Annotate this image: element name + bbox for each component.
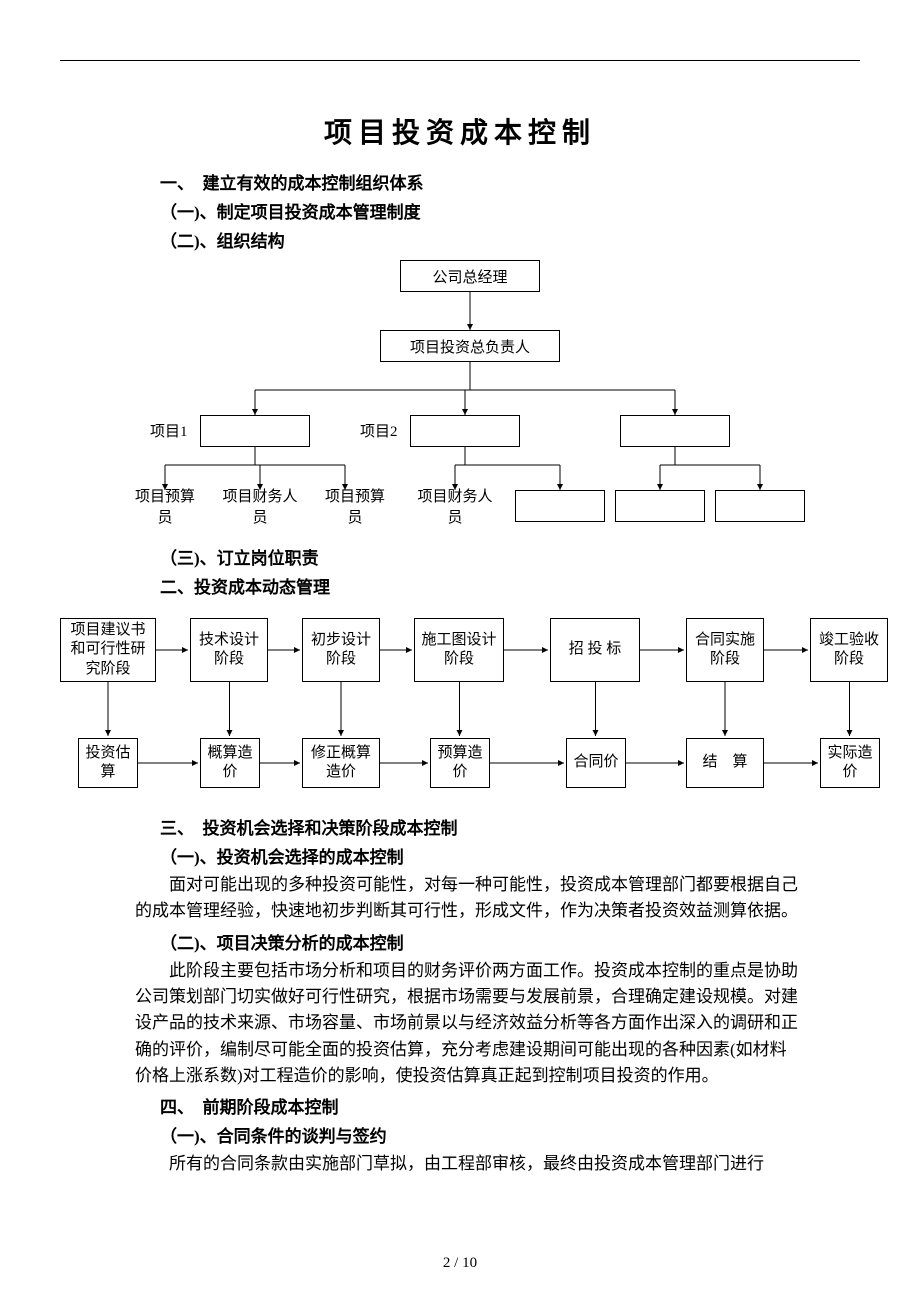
- flow-cost-box: 合同价: [566, 738, 626, 788]
- heading-2: 二、投资成本动态管理: [160, 573, 860, 598]
- org-label: 项目1: [150, 420, 188, 441]
- org-node: 项目预算员: [310, 490, 400, 522]
- heading-3: 三、 投资机会选择和决策阶段成本控制: [160, 814, 860, 839]
- org-node: [615, 490, 705, 522]
- org-node: [620, 415, 730, 447]
- heading-4: 四、 前期阶段成本控制: [160, 1093, 860, 1118]
- heading-1-2: （二)、组织结构: [160, 227, 860, 252]
- page: 项目投资成本控制 一、 建立有效的成本控制组织体系 （一)、制定项目投资成本管理…: [0, 0, 920, 1302]
- flow-phase-box: 项目建议书和可行性研究阶段: [60, 618, 156, 682]
- flow-phase-box: 技术设计阶段: [190, 618, 268, 682]
- org-node: 项目财务人员: [210, 490, 310, 522]
- heading-3-2: （二)、项目决策分析的成本控制: [160, 929, 860, 954]
- flow-cost-box: 修正概算造价: [302, 738, 380, 788]
- org-chart: 公司总经理项目投资总负责人项目预算员项目财务人员项目预算员项目财务人员项目1项目…: [60, 260, 860, 540]
- org-node: [410, 415, 520, 447]
- para-3-1: 面对可能出现的多种投资可能性，对每一种可能性，投资成本管理部门都要根据自己的成本…: [135, 872, 800, 925]
- para-4-1: 所有的合同条款由实施部门草拟，由工程部审核，最终由投资成本管理部门进行: [135, 1151, 800, 1177]
- top-rule: [60, 60, 860, 61]
- org-node: 项目财务人员: [405, 490, 505, 522]
- heading-1-1: （一)、制定项目投资成本管理制度: [160, 198, 860, 223]
- doc-title: 项目投资成本控制: [60, 111, 860, 151]
- org-node: 公司总经理: [400, 260, 540, 292]
- heading-1-3: （三)、订立岗位职责: [160, 544, 860, 569]
- heading-1: 一、 建立有效的成本控制组织体系: [160, 169, 860, 194]
- org-node: [715, 490, 805, 522]
- flow-phase-box: 施工图设计阶段: [414, 618, 504, 682]
- flow-cost-box: 结 算: [686, 738, 764, 788]
- flow-phase-box: 初步设计阶段: [302, 618, 380, 682]
- org-node: 项目预算员: [120, 490, 210, 522]
- flow-cost-box: 实际造价: [820, 738, 880, 788]
- flow-phase-box: 招 投 标: [550, 618, 640, 682]
- page-footer: 2 / 10: [0, 1255, 920, 1272]
- org-node: 项目投资总负责人: [380, 330, 560, 362]
- flow-cost-box: 投资估算: [78, 738, 138, 788]
- flow-phase-box: 合同实施阶段: [686, 618, 764, 682]
- flow-cost-box: 预算造价: [430, 738, 490, 788]
- org-label: 项目2: [360, 420, 398, 441]
- org-node: [515, 490, 605, 522]
- flow-cost-box: 概算造价: [200, 738, 260, 788]
- flow-phase-box: 竣工验收阶段: [810, 618, 888, 682]
- flow-chart: 项目建议书和可行性研究阶段技术设计阶段初步设计阶段施工图设计阶段招 投 标合同实…: [30, 608, 910, 808]
- org-node: [200, 415, 310, 447]
- para-3-2: 此阶段主要包括市场分析和项目的财务评价两方面工作。投资成本控制的重点是协助公司策…: [135, 958, 800, 1090]
- heading-4-1: （一)、合同条件的谈判与签约: [160, 1122, 860, 1147]
- heading-3-1: （一)、投资机会选择的成本控制: [160, 843, 860, 868]
